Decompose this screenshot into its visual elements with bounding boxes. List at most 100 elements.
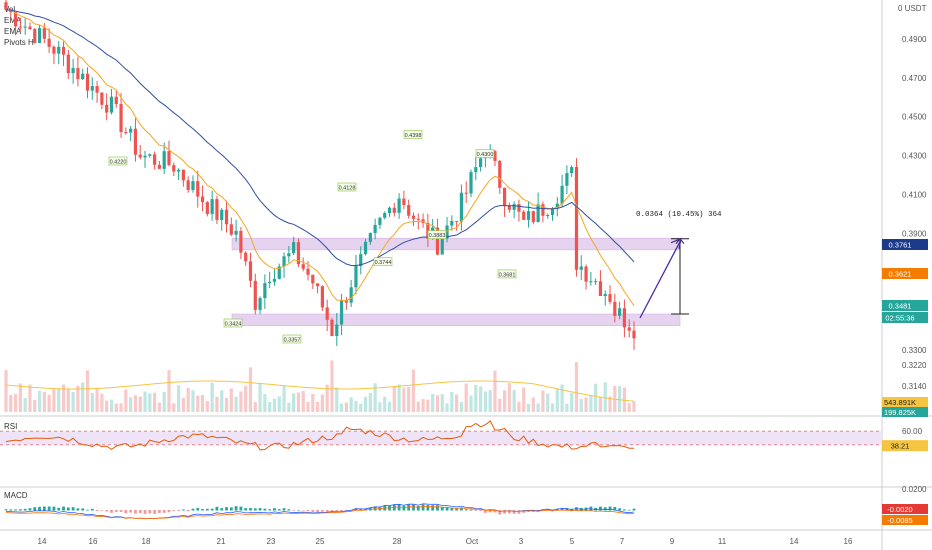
volume-bar	[335, 387, 339, 412]
price-tag-text: 0.3481	[889, 302, 912, 311]
macd-histogram-bar	[560, 507, 564, 511]
volume-bar	[546, 393, 550, 412]
macd-histogram-bar	[66, 507, 70, 511]
macd-histogram-bar	[306, 510, 310, 512]
candle	[493, 151, 497, 161]
volume-bar	[316, 401, 320, 412]
volume-bar	[129, 397, 133, 412]
macd-histogram-bar	[335, 510, 339, 512]
candle	[579, 266, 583, 270]
volume-bar	[488, 390, 492, 412]
volume-bar	[531, 397, 535, 412]
macd-histogram-bar	[565, 507, 569, 511]
volume-bar	[272, 398, 277, 412]
candle	[200, 196, 205, 203]
volume-bar	[526, 403, 531, 412]
candle	[253, 280, 257, 310]
candle	[594, 281, 598, 283]
macd-histogram-bar	[220, 508, 224, 511]
candle	[153, 154, 157, 165]
pivot-label-text: 0.4128	[339, 186, 356, 192]
volume-bar	[4, 370, 8, 412]
macd-histogram-bar	[234, 506, 238, 511]
macd-histogram-bar	[153, 510, 157, 514]
candle	[316, 283, 320, 287]
volume-bar	[541, 390, 545, 412]
price-tag: 0.3481	[882, 300, 928, 311]
volume-bar	[383, 396, 387, 412]
candle	[339, 300, 344, 325]
rsi-tag: 38.21	[882, 440, 928, 452]
date-axis-tick: 5	[570, 537, 575, 546]
candle	[100, 92, 104, 105]
macd-histogram-bar	[134, 510, 137, 514]
macd-histogram-bar	[4, 509, 8, 511]
candle	[598, 281, 603, 297]
volume-bar	[296, 392, 301, 412]
volume-bar	[200, 394, 205, 412]
candle	[507, 205, 511, 210]
candle	[445, 225, 449, 239]
volume-bar	[311, 393, 315, 412]
volume-bar	[234, 396, 238, 412]
candle	[407, 205, 411, 216]
macd-histogram-bar	[57, 507, 61, 511]
macd-histogram-bar	[507, 510, 511, 514]
price-axis-tick: 0.4100	[902, 190, 927, 199]
candle	[455, 221, 459, 223]
volume-bar	[306, 401, 310, 412]
macd-histogram-bar	[81, 508, 85, 511]
volume-bar	[138, 396, 142, 412]
pivot-label-box	[337, 182, 357, 192]
candle	[613, 301, 617, 316]
date-axis-tick: 7	[620, 537, 625, 546]
price-axis-tick: 0.3140	[902, 382, 927, 391]
candle	[584, 266, 588, 282]
pivot-label: 0.3883	[427, 230, 447, 239]
volume-bar	[71, 392, 75, 412]
volume-bar	[248, 367, 253, 412]
macd-histogram-bar	[460, 507, 463, 511]
pivot-label-text: 0.3883	[429, 233, 446, 239]
volume-bar	[186, 387, 190, 412]
date-axis-tick: 11	[718, 537, 727, 546]
candle	[335, 324, 339, 337]
candle	[282, 256, 286, 267]
candle	[627, 327, 631, 331]
macd-histogram-bar	[244, 508, 248, 511]
volume-bar	[277, 396, 281, 412]
volume-bar	[57, 389, 61, 412]
macd-signal-line	[5, 506, 635, 520]
macd-histogram-bar	[445, 506, 449, 511]
macd-histogram-bar	[229, 507, 233, 511]
candle	[28, 26, 32, 30]
volume-bar	[162, 391, 166, 412]
volume-bar	[100, 393, 104, 412]
candle	[61, 46, 66, 55]
volume-bar	[124, 389, 128, 412]
candle	[52, 46, 56, 54]
volume-bar	[502, 390, 507, 412]
volume-tag-box	[882, 407, 928, 417]
volume-bar	[478, 386, 483, 412]
candle	[220, 209, 224, 220]
volume-bar	[603, 382, 607, 412]
candle	[234, 230, 238, 235]
macd-histogram-bar	[215, 506, 219, 511]
volume-bar	[368, 393, 372, 412]
candle	[277, 266, 281, 279]
volume-bar	[47, 394, 51, 412]
macd-histogram-bar	[52, 506, 56, 511]
volume-bar	[90, 392, 94, 412]
candle	[292, 242, 296, 254]
candle	[248, 261, 253, 281]
candle	[378, 217, 382, 225]
volume-bar	[440, 394, 444, 412]
volume-bar	[622, 387, 627, 412]
candle	[109, 96, 114, 113]
volume-bar	[455, 394, 459, 412]
volume-bar	[570, 392, 574, 412]
date-axis-tick: 9	[670, 537, 675, 546]
candle	[47, 38, 51, 47]
